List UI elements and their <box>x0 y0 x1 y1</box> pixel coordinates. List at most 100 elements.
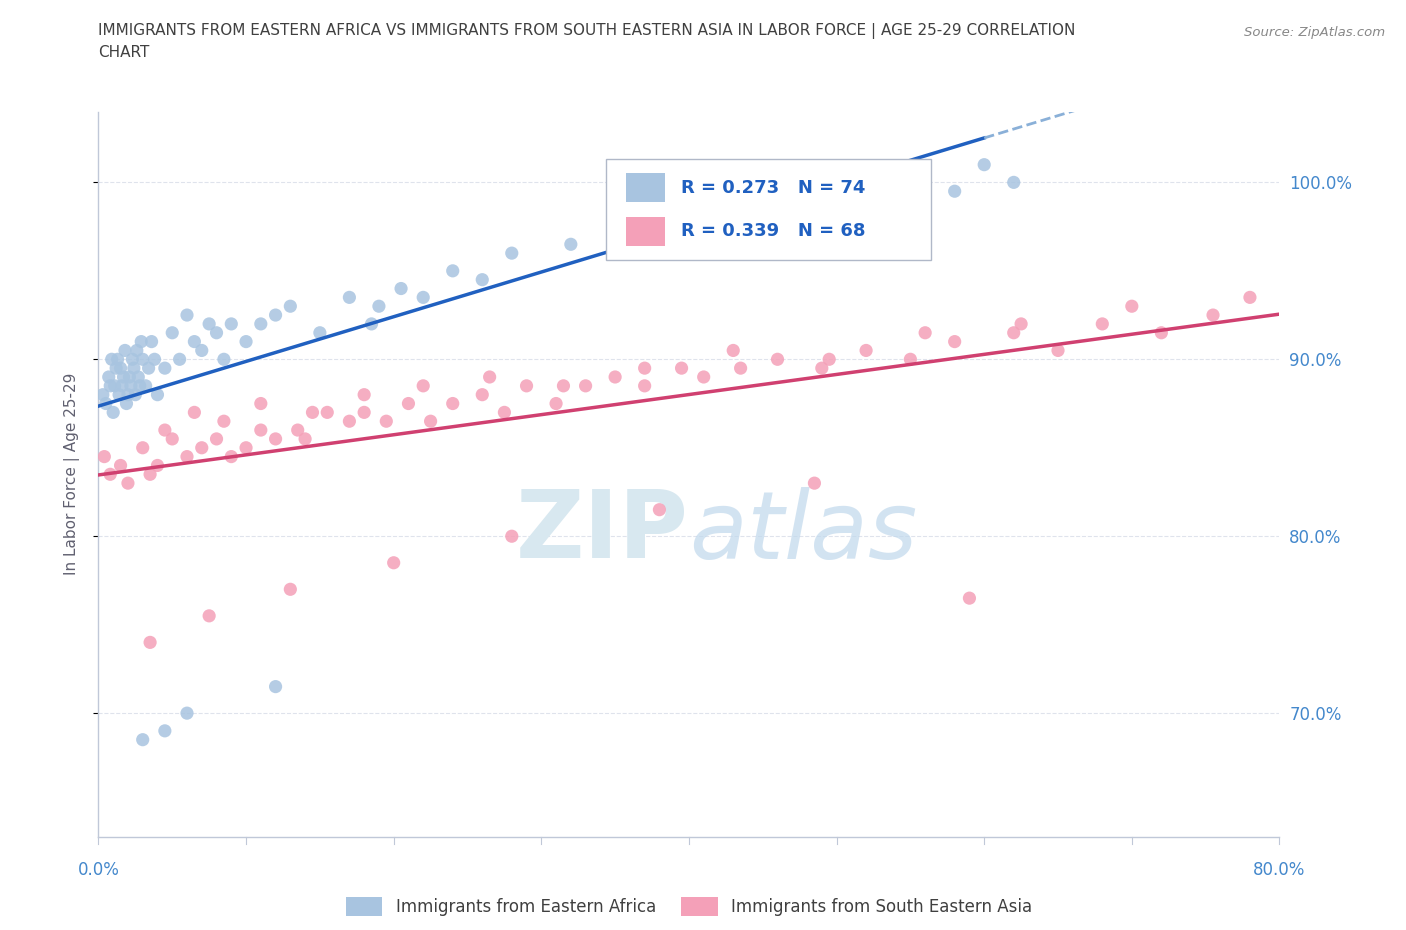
Text: R = 0.339   N = 68: R = 0.339 N = 68 <box>681 222 865 240</box>
Point <box>368 299 391 313</box>
Point <box>108 387 131 402</box>
Point <box>250 316 273 331</box>
Legend: Immigrants from Eastern Africa, Immigrants from South Eastern Asia: Immigrants from Eastern Africa, Immigran… <box>339 890 1039 923</box>
Point <box>128 379 150 393</box>
Point <box>264 432 287 446</box>
FancyBboxPatch shape <box>626 217 665 246</box>
Point <box>115 396 138 411</box>
Point <box>574 379 596 393</box>
Text: CHART: CHART <box>98 45 150 60</box>
Point <box>132 732 155 747</box>
Point <box>1091 316 1114 331</box>
Point <box>143 352 166 366</box>
Point <box>138 361 160 376</box>
Point <box>1202 308 1225 323</box>
Text: 0.0%: 0.0% <box>77 860 120 879</box>
Point <box>825 166 848 181</box>
Point <box>339 290 360 305</box>
Point <box>198 608 221 623</box>
Point <box>110 361 132 376</box>
Point <box>93 449 115 464</box>
Point <box>162 326 183 340</box>
Point <box>360 316 382 331</box>
Point <box>124 387 146 402</box>
Point <box>471 387 494 402</box>
Y-axis label: In Labor Force | Age 25-29: In Labor Force | Age 25-29 <box>65 373 80 576</box>
Point <box>176 706 198 721</box>
Point <box>162 432 183 446</box>
Point <box>471 272 494 287</box>
Point <box>553 379 575 393</box>
Point <box>205 432 228 446</box>
Point <box>141 334 163 349</box>
Point <box>98 467 121 482</box>
Point <box>723 343 745 358</box>
Point <box>412 290 434 305</box>
Point <box>516 379 538 393</box>
Point <box>546 396 568 411</box>
Point <box>678 193 700 207</box>
Point <box>125 343 148 358</box>
Point <box>235 334 257 349</box>
Point <box>94 396 117 411</box>
Point <box>730 361 752 376</box>
Point <box>626 210 648 225</box>
Point <box>139 467 162 482</box>
Point <box>353 405 375 419</box>
Point <box>714 166 737 181</box>
Point <box>122 361 145 376</box>
Point <box>891 166 914 181</box>
Point <box>97 369 120 384</box>
Point <box>191 440 214 455</box>
Point <box>382 555 405 570</box>
Point <box>100 352 122 366</box>
Point <box>120 379 142 393</box>
Point <box>111 379 134 393</box>
Point <box>221 449 243 464</box>
Point <box>250 422 273 437</box>
Point <box>287 422 309 437</box>
Point <box>169 352 191 366</box>
Point <box>943 334 966 349</box>
Point <box>1150 326 1173 340</box>
Point <box>146 387 169 402</box>
Point <box>914 166 936 181</box>
Point <box>633 184 655 199</box>
Text: ZIP: ZIP <box>516 486 689 578</box>
Point <box>633 361 655 376</box>
Point <box>117 476 139 491</box>
Point <box>1002 175 1025 190</box>
Point <box>132 440 155 455</box>
Point <box>176 449 198 464</box>
Point <box>441 263 464 278</box>
Point <box>198 316 221 331</box>
Point <box>121 352 143 366</box>
Point <box>316 405 339 419</box>
Point <box>118 369 141 384</box>
Point <box>855 343 877 358</box>
Point <box>810 361 832 376</box>
Point <box>110 458 132 472</box>
Point <box>389 281 412 296</box>
FancyBboxPatch shape <box>626 173 665 203</box>
Point <box>818 352 841 366</box>
Point <box>633 379 655 393</box>
Point <box>294 432 316 446</box>
Point <box>221 316 243 331</box>
Point <box>1002 326 1025 340</box>
Text: Source: ZipAtlas.com: Source: ZipAtlas.com <box>1244 26 1385 39</box>
Point <box>478 369 501 384</box>
Point <box>693 369 716 384</box>
Point <box>605 369 627 384</box>
Point <box>973 157 995 172</box>
Point <box>900 352 922 366</box>
Point <box>1239 290 1261 305</box>
Point <box>205 326 228 340</box>
Point <box>766 175 789 190</box>
Point <box>117 387 139 402</box>
Point <box>1010 316 1032 331</box>
Point <box>914 326 936 340</box>
Point <box>441 396 464 411</box>
Text: atlas: atlas <box>689 486 917 578</box>
Point <box>278 299 302 313</box>
